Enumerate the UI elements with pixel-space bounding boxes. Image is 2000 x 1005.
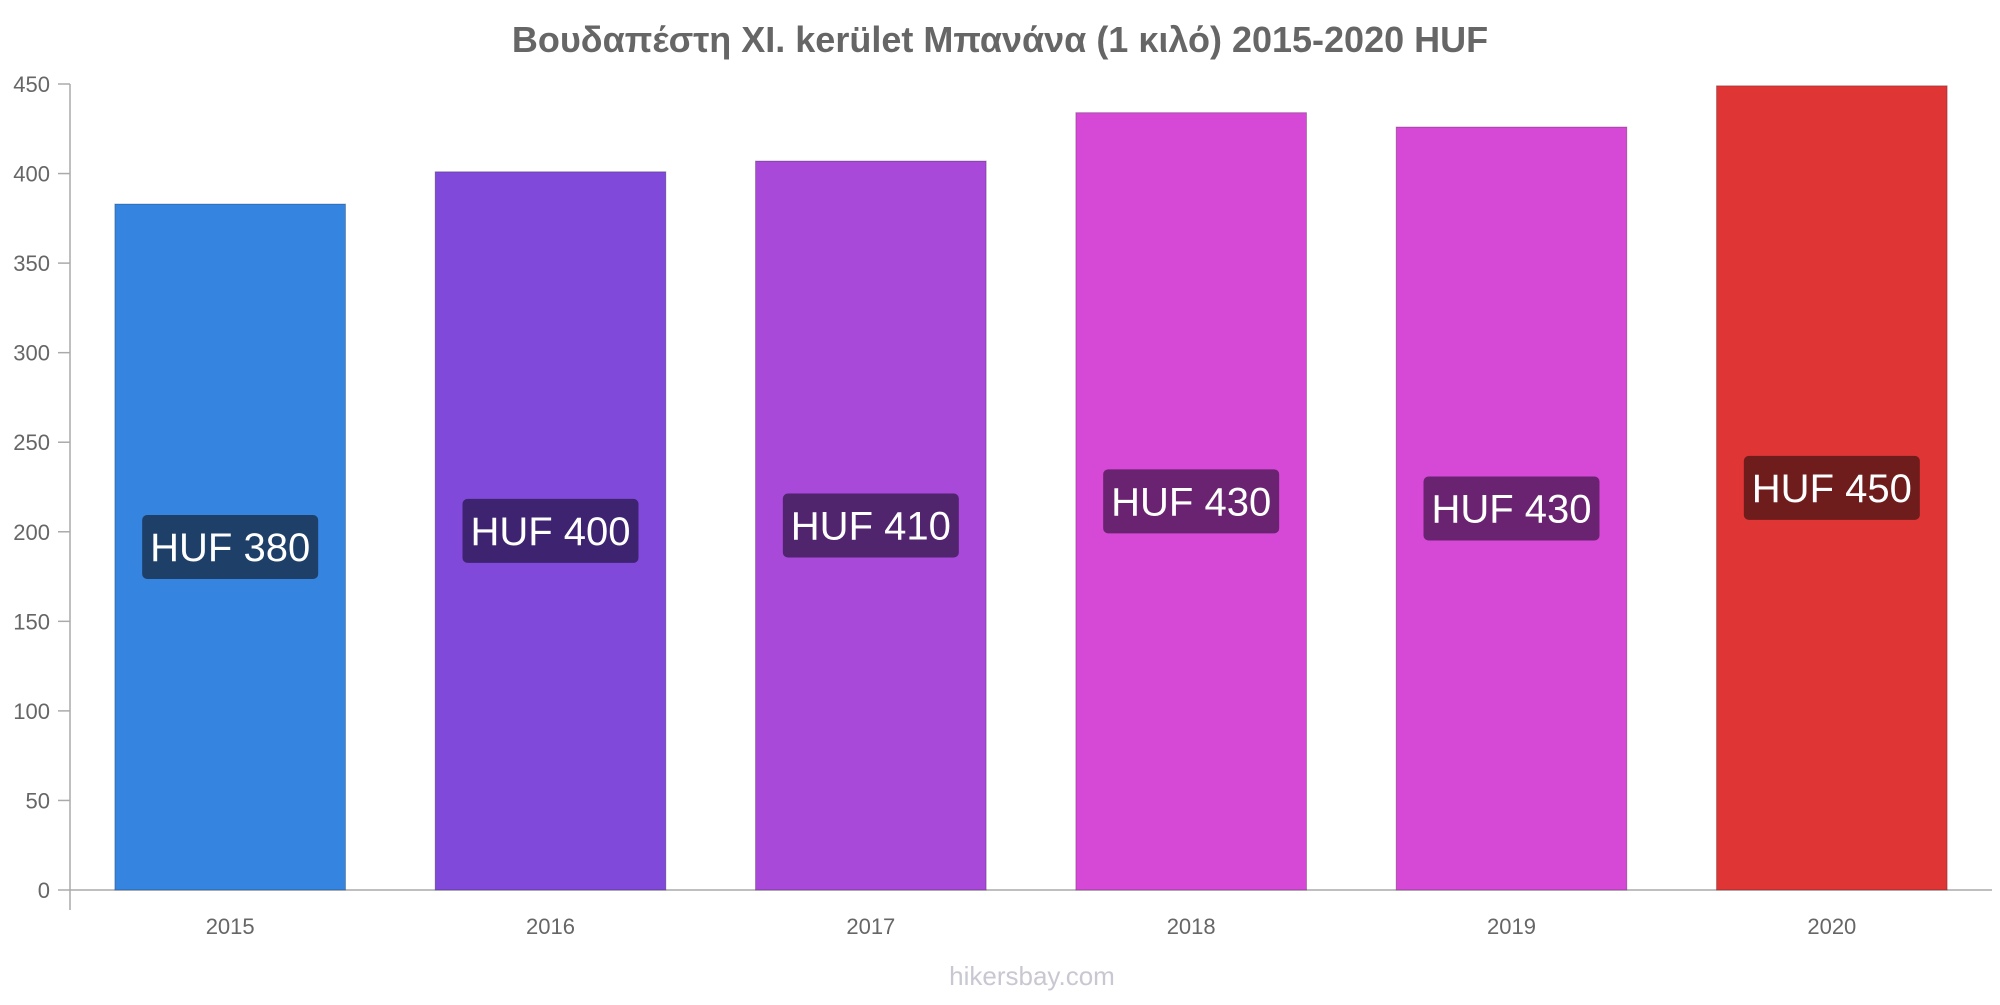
y-tick-label: 150 [13,609,50,634]
chart-title: Βουδαπέστη XI. kerület Μπανάνα (1 κιλό) … [512,19,1488,60]
y-tick-label: 200 [13,520,50,545]
y-tick-label: 300 [13,341,50,366]
data-label-box [462,498,639,563]
data-label-box [1743,455,1920,520]
x-tick-label: 2020 [1807,914,1856,939]
y-tick-label: 400 [13,162,50,187]
data-labels: HUF 380 HUF 400 HUF 410 HUF 430 HUF 430 HUF 4… [142,455,1920,580]
data-label: HUF 400 [470,510,630,554]
data-label: HUF 450 [1752,467,1912,511]
data-label: HUF 430 [1111,480,1271,524]
x-axis: 2015 2016 2017 2018 2019 2020 [70,889,1992,939]
data-label: HUF 380 [150,526,310,570]
x-tick-label: 2018 [1167,914,1216,939]
x-tick-label: 2019 [1487,914,1536,939]
x-tick-label: 2015 [206,914,255,939]
y-tick-label: 250 [13,430,50,455]
data-label-box [782,493,959,558]
x-tick-label: 2017 [846,914,895,939]
data-label: HUF 410 [791,505,951,549]
y-tick-label: 0 [38,878,50,903]
data-label-box [1423,476,1600,541]
y-tick-label: 100 [13,699,50,724]
data-label: HUF 430 [1431,487,1591,531]
y-axis: 0 50 100 150 200 250 300 350 400 450 [13,72,71,910]
bars [114,85,1948,891]
y-tick-label: 350 [13,251,50,276]
watermark: hikersbay.com [949,961,1115,991]
data-label-box [142,515,319,580]
data-label-box [1103,469,1280,534]
y-tick-label: 50 [26,788,50,813]
x-tick-label: 2016 [526,914,575,939]
y-tick-label: 450 [13,72,50,97]
